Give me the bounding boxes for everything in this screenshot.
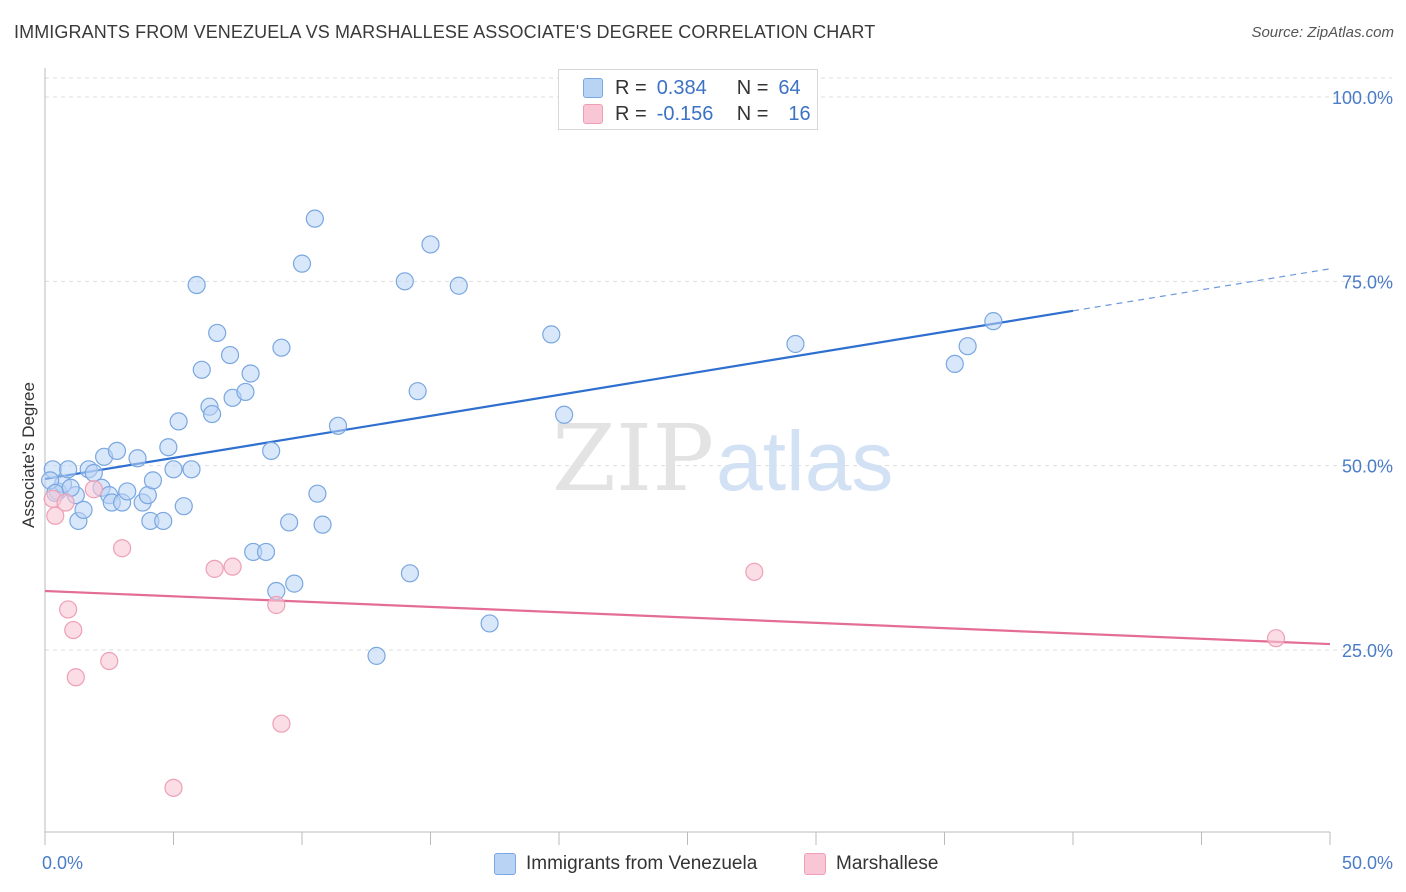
point-marshallese [223, 557, 242, 576]
point-venezuela [984, 312, 1003, 331]
watermark-atlas: atlas [716, 414, 893, 508]
r-value: 0.384 [656, 76, 707, 99]
point-venezuela [305, 209, 324, 228]
point-venezuela [174, 497, 193, 516]
watermark-zip: ZIP [552, 405, 714, 512]
axes [44, 68, 1331, 845]
point-venezuela [192, 360, 211, 379]
y-tick-label: 25.0% [1342, 641, 1393, 661]
point-venezuela [236, 382, 255, 402]
point-venezuela [367, 646, 386, 665]
legend-item-marshallese: Marshallese [804, 850, 938, 878]
point-venezuela [449, 276, 468, 295]
point-marshallese [84, 480, 103, 499]
tick-labels: 25.0% 50.0% 75.0% 100.0% 0.0% 50.0% [42, 88, 1393, 873]
x-tick-label: 0.0% [42, 853, 83, 873]
point-venezuela [408, 382, 427, 401]
legend-item-venezuela: Immigrants from Venezuela [494, 850, 757, 878]
point-venezuela [262, 441, 281, 461]
point-venezuela [395, 272, 414, 291]
point-marshallese [66, 668, 85, 687]
n-value: 16 [788, 102, 811, 125]
y-tick-label: 75.0% [1342, 272, 1393, 292]
trend-line-venezuela [44, 309, 1074, 481]
blue-swatch-icon [583, 78, 603, 98]
n-label: N = [736, 102, 769, 125]
trend-line-venezuela-projection [1072, 268, 1331, 312]
point-marshallese [100, 651, 119, 671]
point-marshallese [267, 595, 286, 615]
blue-swatch-icon [494, 853, 516, 875]
point-venezuela [256, 542, 276, 562]
point-venezuela [169, 412, 188, 431]
chart-title: IMMIGRANTS FROM VENEZUELA VS MARSHALLESE… [14, 22, 876, 42]
point-marshallese [112, 539, 132, 558]
point-marshallese [272, 714, 291, 733]
r-label: R = [615, 76, 647, 99]
point-venezuela [202, 404, 222, 424]
point-venezuela [292, 254, 312, 273]
point-venezuela [241, 364, 260, 383]
point-marshallese [745, 562, 764, 581]
pink-swatch-icon [804, 853, 826, 875]
point-venezuela [74, 500, 93, 519]
point-venezuela [313, 515, 332, 534]
point-venezuela [421, 235, 440, 254]
point-venezuela [280, 513, 299, 532]
point-venezuela [945, 354, 964, 374]
point-venezuela [958, 337, 977, 356]
point-venezuela [285, 574, 304, 593]
point-venezuela [182, 460, 201, 479]
trend-line-marshallese [44, 589, 1331, 646]
point-marshallese [64, 620, 83, 640]
data-points [41, 209, 1286, 797]
point-marshallese [46, 506, 65, 525]
legend-label: Marshallese [836, 853, 939, 874]
point-venezuela [154, 511, 173, 531]
correlation-legend: R = 0.384 N = 64 R = -0.156 N = 16 [558, 69, 818, 130]
x-tick-label: 50.0% [1342, 853, 1393, 873]
point-marshallese [164, 778, 183, 797]
trend-lines [44, 268, 1331, 646]
point-marshallese [59, 600, 78, 619]
y-tick-label: 50.0% [1342, 457, 1393, 477]
y-tick-label: 100.0% [1332, 88, 1393, 108]
point-venezuela [187, 275, 206, 295]
point-venezuela [59, 460, 78, 479]
r-label: R = [615, 102, 647, 125]
n-label: N = [736, 76, 769, 99]
legend-label: Immigrants from Venezuela [526, 853, 758, 874]
point-venezuela [786, 334, 805, 354]
point-venezuela [328, 416, 348, 435]
gridlines [45, 77, 1392, 651]
pink-swatch-icon [583, 104, 603, 124]
point-marshallese [1266, 629, 1286, 648]
point-venezuela [208, 323, 227, 343]
y-axis-label: Associate's Degree [19, 382, 38, 528]
point-venezuela [107, 441, 127, 461]
r-value: -0.156 [656, 102, 714, 125]
point-venezuela [164, 460, 183, 479]
point-marshallese [205, 559, 224, 578]
legend-row-venezuela: R = 0.384 N = 64 [583, 76, 801, 100]
point-venezuela [542, 325, 561, 344]
point-venezuela [308, 484, 327, 503]
n-value: 64 [778, 76, 801, 99]
point-venezuela [159, 438, 178, 457]
point-marshallese [56, 493, 75, 512]
source-label: Source: ZipAtlas.com [1251, 24, 1394, 41]
legend-row-marshallese: R = -0.156 N = 16 [583, 102, 811, 126]
point-venezuela [118, 482, 137, 501]
point-venezuela [480, 614, 499, 633]
point-venezuela [220, 345, 240, 365]
point-venezuela [128, 449, 147, 468]
point-venezuela [400, 564, 420, 583]
point-venezuela [555, 405, 574, 424]
point-venezuela [272, 338, 291, 357]
point-venezuela [143, 471, 163, 490]
